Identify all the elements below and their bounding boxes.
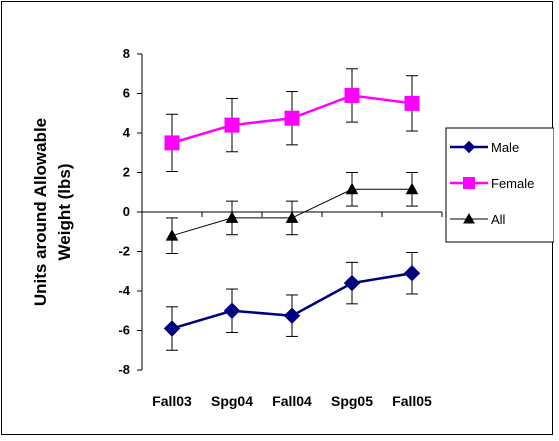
data-point-female [404,95,420,111]
series-female [164,68,420,173]
data-point-female [284,110,300,126]
series-all [165,172,419,254]
y-axis-title-line-2: Weight (lbs) [55,164,74,261]
data-point-male [403,265,421,282]
y-axis-title: Units around Allowable Weight (lbs) [31,118,74,306]
series-male [163,251,421,351]
legend-label-all: All [491,212,506,227]
data-point-all [165,229,179,241]
legend: Male Female All [445,127,555,243]
chart-frame: Units around Allowable Weight (lbs) -8 -6… [1,1,555,435]
y-tick-labels: -8 -6 -4 -2 0 2 4 6 8 [118,46,130,377]
data-point-male [163,320,181,337]
data-point-male [283,307,301,324]
data-point-female [344,87,360,103]
data-point-all [345,182,359,195]
legend-marker-male [462,140,476,154]
x-tick-label: Spg04 [211,393,253,409]
legend-label-female: Female [491,176,534,191]
x-tick-labels: Fall03 Spg04 Fall04 Spg05 Fall05 [152,393,432,409]
data-point-male [223,302,241,319]
chart-svg: Units around Allowable Weight (lbs) -8 -6… [31,46,555,409]
y-tick-label: -2 [118,244,130,259]
y-tick-label: 2 [123,165,130,180]
legend-marker-female [463,177,475,189]
data-point-all [225,211,239,223]
legend-marker-all [463,212,475,224]
y-tick-label: 4 [123,125,131,140]
x-tick-label: Fall05 [392,393,432,409]
y-tick-label: 0 [123,204,130,219]
y-axis-title-line-1: Units around Allowable [31,118,50,306]
legend-label-male: Male [491,140,519,155]
y-tick-label: 6 [123,86,130,101]
y-tick-label: -8 [118,362,130,377]
plot-area [163,68,421,351]
x-tick-label: Fall04 [272,393,312,409]
x-tick-label: Spg05 [331,393,373,409]
data-point-male [343,274,361,292]
data-point-female [224,117,240,133]
y-tick-label: -6 [118,323,130,338]
data-point-all [405,182,419,195]
x-tick-label: Fall03 [152,393,192,409]
y-tick-label: -4 [118,283,130,298]
data-point-female [164,135,180,151]
y-tick-label: 8 [123,46,130,61]
axes [137,53,443,371]
data-point-all [285,211,299,223]
